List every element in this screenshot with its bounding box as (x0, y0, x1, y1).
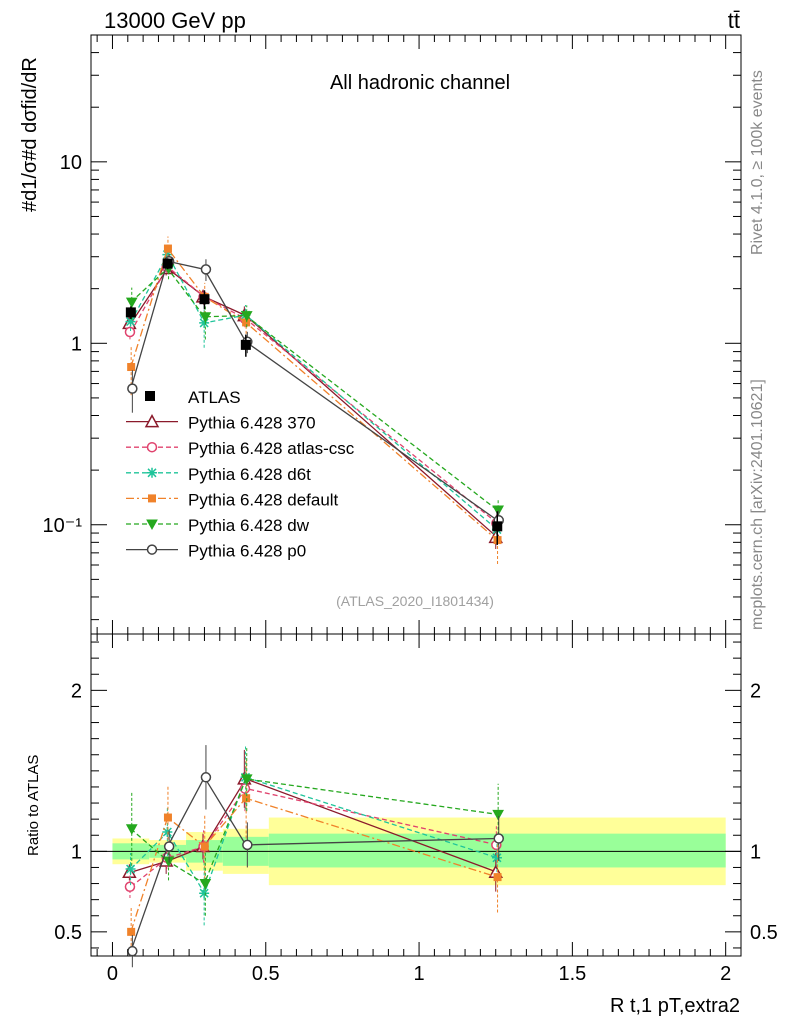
rivet-label: Rivet 4.1.0, ≥ 100k events (749, 70, 766, 255)
main-panel: All hadronic channel (ATLAS_2020_I180143… (19, 34, 742, 635)
ratio-panel: Ratio to ATLAS 0.5 0.5 1 1 2 2 (25, 633, 778, 968)
series-line-main (130, 265, 498, 524)
legend-marker-2 (147, 467, 157, 478)
series-ratio-3 (127, 757, 502, 956)
marker-ratio (199, 879, 212, 890)
marker-ratio (493, 833, 504, 844)
x-tick-label: 2 (720, 963, 731, 985)
marker-ratio (242, 794, 251, 803)
marker-main (124, 326, 136, 338)
marker-ratio (492, 809, 504, 821)
ratio-frame (90, 633, 742, 957)
y-axis-label-main: #d1/σ#d dσfid/dR (19, 57, 41, 212)
marker-ratio (127, 927, 136, 936)
analysis-tag: (ATLAS_2020_I1801434) (336, 593, 494, 609)
marker-main (242, 318, 251, 327)
marker-ratio (493, 873, 502, 882)
marker-atlas (162, 258, 173, 269)
marker-atlas (199, 294, 210, 305)
header-left: 13000 GeV pp (104, 8, 246, 33)
legend-label: Pythia 6.428 p0 (188, 542, 306, 561)
marker-main (127, 363, 136, 372)
marker-atlas (492, 521, 503, 532)
ratio-series (122, 745, 504, 968)
y-main-tick-label: 10 (60, 152, 82, 174)
legend: ATLAS Pythia 6.428 370 Pythia 6.428 atlas-… (126, 388, 355, 561)
marker-ratio (200, 772, 212, 783)
legend-marker-5 (146, 544, 158, 555)
marker-main (199, 317, 210, 328)
x-tick-label: 1.5 (558, 963, 586, 985)
series-line-ratio (130, 787, 498, 888)
series-line-main (130, 247, 498, 541)
marker-main (163, 244, 172, 253)
marker-main (162, 249, 173, 260)
series-line-main (130, 267, 498, 511)
y-ratio-tick-label-right: 2 (750, 680, 761, 702)
marker-ratio (127, 945, 138, 957)
marker-main (127, 383, 138, 394)
series-line-main (130, 260, 498, 521)
y-ratio-tick-label-right: 0.5 (750, 922, 778, 944)
marker-main (125, 297, 138, 309)
marker-ratio (163, 813, 172, 822)
x-tick-label: 0 (107, 963, 118, 985)
legend-label: Pythia 6.428 default (188, 490, 339, 509)
series-atlas (125, 258, 503, 545)
x-tick-label: 1 (414, 963, 425, 985)
marker-ratio (491, 852, 502, 863)
y-ratio-tick-label-left: 1 (71, 841, 82, 863)
marker-main (492, 505, 504, 517)
marker-main (200, 264, 212, 275)
legend-label: Pythia 6.428 370 (188, 414, 316, 433)
marker-ratio (240, 774, 253, 785)
marker-main (199, 312, 212, 323)
header-right: tt̄ (728, 8, 740, 33)
y-main-tick-label: 10⁻¹ (43, 515, 83, 537)
marker-ratio (125, 864, 136, 875)
legend-marker-1 (146, 441, 158, 453)
marker-main (240, 311, 253, 322)
legend-marker-0 (144, 414, 160, 428)
x-axis-label: R t,1 pT,extra2 (610, 995, 740, 1017)
marker-ratio (162, 827, 173, 838)
marker-ratio (125, 824, 138, 835)
marker-atlas (240, 339, 251, 350)
y-ratio-tick-label-left: 0.5 (54, 922, 82, 944)
marker-ratio (199, 888, 210, 899)
series-main-3 (127, 236, 502, 565)
marker-main (125, 316, 136, 327)
legend-marker-atlas (145, 391, 155, 401)
x-tick-label: 0.5 (252, 963, 280, 985)
main-series (122, 236, 504, 565)
marker-ratio (162, 856, 175, 868)
legend-label: Pythia 6.428 dw (188, 516, 310, 535)
legend-marker-4 (146, 519, 158, 531)
ratio-ticks: 0.5 0.5 1 1 2 2 (54, 641, 778, 949)
marker-ratio (200, 842, 209, 851)
series-ratio-5 (127, 745, 504, 968)
legend-label: Pythia 6.428 atlas-csc (188, 439, 355, 458)
y-ratio-tick-label-right: 1 (750, 841, 761, 863)
y-axis-label-ratio: Ratio to ATLAS (25, 755, 42, 856)
main-ticks: 10⁻¹ 1 10 (43, 34, 741, 621)
x-axis-ticks: 0 0.5 1 1.5 2 (96, 35, 731, 985)
marker-ratio (124, 881, 136, 893)
marker-atlas (125, 307, 136, 318)
y-ratio-tick-label-left: 2 (71, 680, 82, 702)
legend-label: Pythia 6.428 d6t (188, 465, 311, 484)
y-main-tick-label: 1 (71, 333, 82, 355)
marker-ratio (163, 841, 175, 852)
chart-title: All hadronic channel (330, 72, 510, 94)
legend-label: ATLAS (188, 388, 241, 407)
marker-ratio (242, 839, 253, 851)
source-label: mcplots.cern.ch [arXiv:2401.10621] (749, 379, 766, 630)
legend-marker-3 (148, 494, 156, 503)
